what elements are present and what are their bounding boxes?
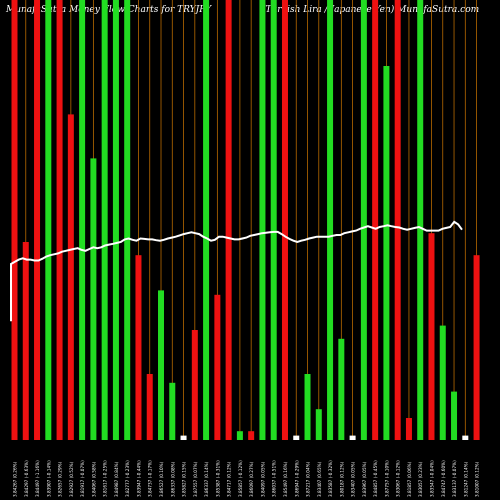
x-tick-label: 3.82657 (0.29%): [58, 461, 63, 497]
x-tick-label: 3.81007 (0.12%): [475, 461, 480, 497]
bar: [225, 0, 232, 440]
bar: [248, 431, 255, 440]
bar: [90, 158, 97, 440]
x-tick-label: 3.86097 (0.27%): [249, 461, 254, 497]
bar: [439, 325, 446, 440]
bar: [270, 0, 277, 440]
bar: [405, 418, 412, 440]
bar: [146, 374, 153, 440]
bar: [236, 431, 243, 440]
bar: [338, 338, 345, 440]
x-tick-label: 3.87757 (-0.10%): [384, 460, 389, 497]
bar: [56, 0, 63, 440]
bar: [169, 382, 176, 440]
bar: [135, 255, 142, 440]
bar: [158, 290, 165, 440]
bar: [112, 0, 119, 440]
bar: [281, 0, 288, 440]
x-tick-label: 3.82777 (-0.23%): [125, 460, 130, 497]
bar: [428, 233, 435, 440]
x-tick-label: 3.83067 (-0.12%): [396, 460, 401, 497]
x-tick-label: 3.87217 (0.04%): [306, 461, 311, 497]
money-flow-line: [10, 220, 463, 322]
x-tick-label: 3.83907 (-0.14%): [46, 460, 51, 497]
x-tick-label: 3.81857 (0.06%): [407, 461, 412, 497]
x-tick-label: 3.86337 (0.14%): [204, 461, 209, 497]
x-tick-label: 3.82927 (0.52%): [69, 461, 74, 497]
title-left: MunafaSutra Money Flow Charts for TRYJPY: [6, 5, 212, 15]
x-tick-label: 3.83587 (-0.32%): [328, 460, 333, 497]
x-tick-label: 3.86037 (-0.51%): [272, 460, 277, 497]
title-right: (Turkish Lira / Japanese Yen) MunafaSutr…: [262, 5, 480, 15]
chart-title: MunafaSutra Money Flow Charts for TRYJPY…: [0, 5, 500, 19]
x-tick-label: 3.84717 (0.12%): [227, 461, 232, 497]
bar: [451, 391, 458, 440]
bar: [315, 409, 322, 440]
x-tick-label: 3.84297 (-0.63%): [24, 460, 29, 497]
x-tick-label: 3.87557 (0.07%): [193, 461, 198, 497]
bar: [383, 66, 390, 440]
x-tick-label: 3.86947 (-0.29%): [294, 460, 299, 497]
x-tick-label: 3.83137 (-0.07%): [452, 460, 457, 497]
x-tick-label: 3.81617 (-0.25%): [103, 460, 108, 497]
x-tick-label: 3.84097 (0.05%): [260, 461, 265, 497]
bar: [45, 0, 52, 440]
x-tick-label: 3.84857 (-0.45%): [373, 460, 378, 497]
bar: [67, 114, 74, 441]
x-tick-label: 3.83947 (-0.44%): [136, 460, 141, 497]
x-tick-label: 3.85857 (-0.12%): [238, 460, 243, 497]
x-tick-label: 3.86337 (0.08%): [170, 461, 175, 497]
bar: [180, 435, 187, 440]
bar: [349, 435, 356, 440]
bar: [124, 0, 131, 440]
x-tick-label: 3.81247 (0.14%): [463, 461, 468, 497]
x-tick-label: 3.83057 (0.23%): [418, 461, 423, 497]
bar: [473, 255, 480, 440]
x-tick-label: 3.83547 (-0.04%): [429, 460, 434, 497]
x-tick-label: 3.85827 (0.15%): [182, 461, 187, 497]
bar: [203, 0, 210, 440]
bar: [293, 435, 300, 440]
x-tick-label: 3.84737 (-0.17%): [148, 460, 153, 497]
x-tick-label: 3.84067 (0.58%): [91, 461, 96, 497]
bar: [327, 0, 334, 440]
bar: [34, 0, 41, 440]
bar: [191, 330, 198, 440]
bar: [417, 0, 424, 440]
x-tick-label: 3.84497 (-1.16%): [35, 460, 40, 497]
bar: [79, 0, 86, 440]
x-tick-label: 3.83967 (0.05%): [362, 461, 367, 497]
x-tick-label: 3.86527 (0.10%): [159, 461, 164, 497]
bar: [394, 0, 401, 440]
x-tick-label: 3.83407 (0.65%): [317, 461, 322, 497]
x-tick-label: 3.84987 (0.84%): [114, 461, 119, 497]
bar: [259, 0, 266, 440]
x-tick-label: 3.84267 (0.26%): [13, 461, 18, 497]
x-tick-label: 3.80187 (0.12%): [339, 461, 344, 497]
bar: [214, 294, 221, 440]
bar: [22, 242, 29, 440]
x-tick-label: 3.85497 (0.16%): [283, 461, 288, 497]
bar: [372, 0, 379, 440]
bar: [101, 0, 108, 440]
x-tick-label: 3.84747 (-0.60%): [441, 460, 446, 497]
bar: [11, 0, 18, 440]
bar: [360, 0, 367, 440]
bar: [304, 374, 311, 440]
x-tick-label: 3.81917 (-0.07%): [80, 460, 85, 497]
x-tick-label: 3.85387 (-0.31%): [215, 460, 220, 497]
x-tick-label: 3.83407 (0.05%): [351, 461, 356, 497]
bar: [462, 435, 469, 440]
